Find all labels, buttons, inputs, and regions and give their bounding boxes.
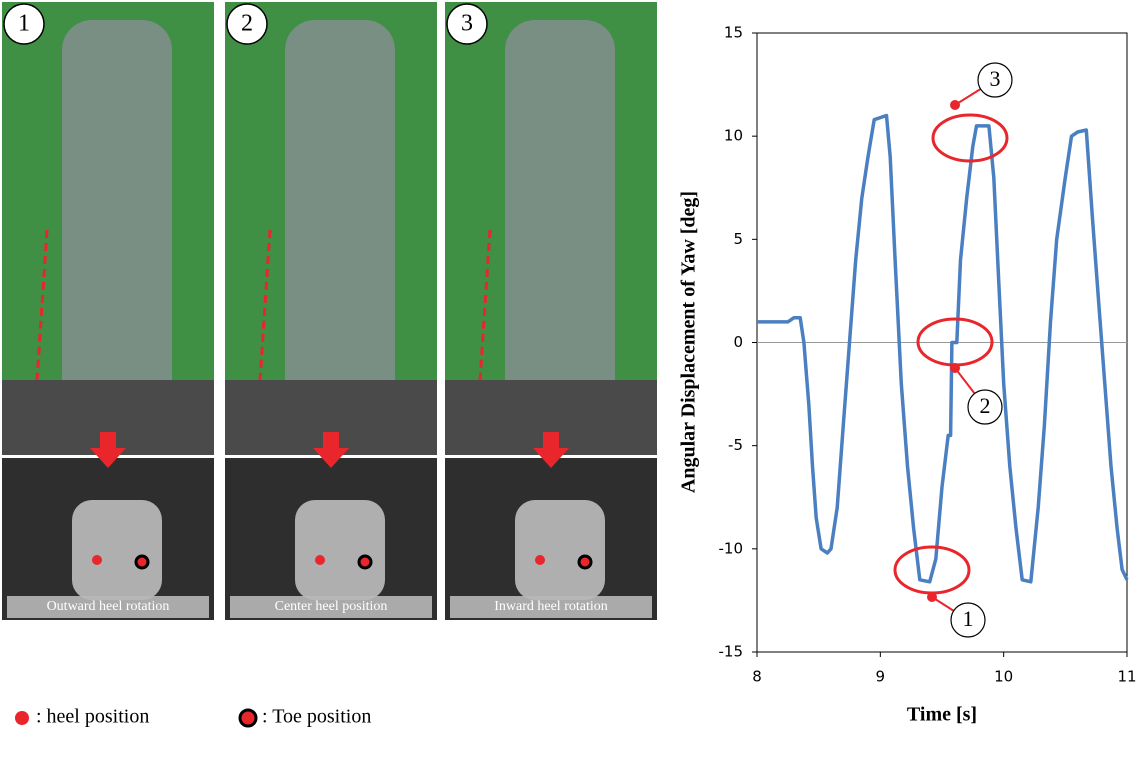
toe-dot (134, 554, 150, 570)
caption: Outward heel rotation (47, 599, 170, 614)
toe-legend-marker (238, 708, 258, 728)
heel-dot (535, 555, 545, 565)
panel-number: 3 (461, 11, 473, 37)
y-axis-label: Angular Displacement of Yaw [deg] (678, 191, 700, 493)
caption: Inward heel rotation (494, 599, 608, 614)
legend-entry: : heel position (36, 706, 149, 728)
highlight-ellipse (931, 113, 1009, 163)
callout-dot (950, 100, 960, 110)
x-tick-label: 11 (1117, 668, 1136, 686)
y-tick-label: 10 (724, 127, 743, 145)
caption-box (230, 596, 432, 618)
caption-box (7, 596, 209, 618)
robot-body (62, 20, 172, 420)
y-tick-label: 0 (733, 333, 743, 351)
panel-number: 1 (18, 11, 30, 37)
annotation-circle (967, 389, 1003, 425)
data-line (757, 113, 1129, 584)
arrow (90, 432, 126, 468)
foot (515, 500, 605, 600)
panel-number: 2 (241, 11, 253, 37)
foot (72, 500, 162, 600)
robot-body (505, 20, 615, 420)
toe-dot (577, 554, 593, 570)
annotation-circle (977, 62, 1013, 98)
legend-entry: : Toe position (262, 706, 371, 728)
annotation-circle (950, 602, 986, 638)
arrow (313, 432, 349, 468)
annotation: 1 (963, 606, 974, 631)
x-tick-label: 9 (876, 668, 886, 686)
x-tick-label: 8 (752, 668, 762, 686)
foot (295, 500, 385, 600)
caption: Center heel position (275, 599, 388, 614)
robot-body (285, 20, 395, 420)
panel-number-circle (446, 3, 488, 45)
x-tick-label: 10 (994, 668, 1013, 686)
toe-dot (357, 554, 373, 570)
panel-number-circle (3, 3, 45, 45)
y-tick-label: -10 (719, 539, 744, 557)
annotation: 2 (980, 393, 991, 418)
heel-dot (92, 555, 102, 565)
panel-number-circle (226, 3, 268, 45)
annotation: 3 (990, 66, 1001, 91)
heel-dot (315, 555, 325, 565)
y-tick-label: 15 (724, 24, 743, 42)
y-tick-label: -15 (719, 643, 744, 661)
callout-dot (927, 592, 937, 602)
callout-dot (950, 363, 960, 373)
x-axis-label: Time [s] (907, 704, 977, 726)
caption-box (450, 596, 652, 618)
y-tick-label: -5 (728, 436, 743, 454)
arrow (533, 432, 569, 468)
heel-legend-marker (15, 711, 29, 725)
y-tick-label: 5 (733, 230, 743, 248)
